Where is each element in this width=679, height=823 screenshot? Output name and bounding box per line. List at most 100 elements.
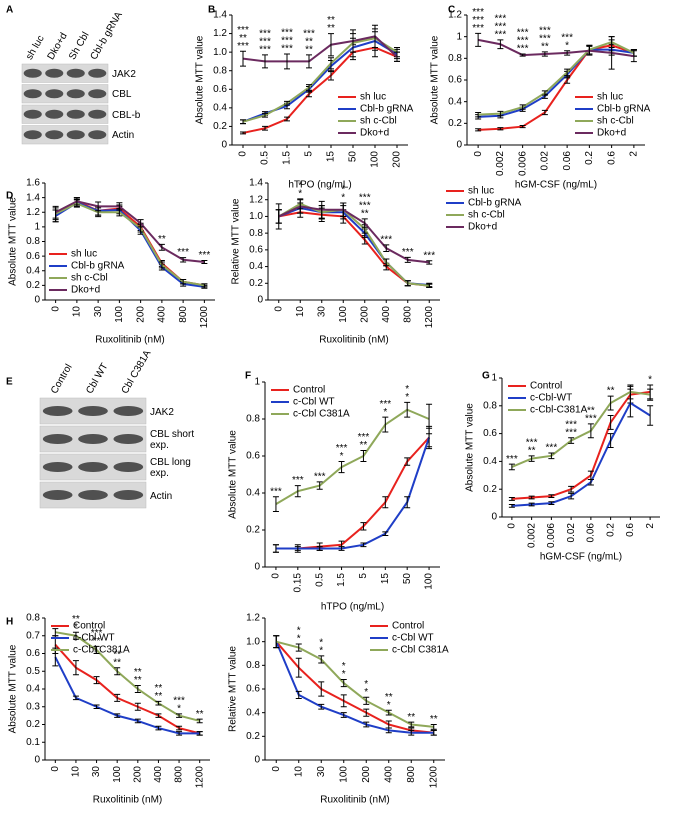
x-tick-label: 5 <box>304 151 315 157</box>
y-tick-label: 0 <box>221 140 227 151</box>
x-tick-label: 800 <box>406 766 417 783</box>
y-tick-label: 0.6 <box>213 84 227 95</box>
error-bar <box>318 681 325 697</box>
significance-label: *** <box>358 432 370 443</box>
x-tick-label: 0.002 <box>526 523 537 548</box>
legend-label: Cbl-b gRNA <box>597 104 651 115</box>
y-tick-label: 0.8 <box>213 65 227 76</box>
x-axis-title: hTPO (ng/mL) <box>288 180 351 191</box>
error-bar <box>475 112 482 118</box>
blot-band <box>113 462 144 472</box>
lane-label: Sh Cbl <box>67 30 92 61</box>
significance-label: ** <box>93 636 101 647</box>
x-tick-label: 0 <box>271 766 282 772</box>
significance-label: *** <box>565 419 577 430</box>
y-tick-label: 1 <box>456 31 462 42</box>
error-bar <box>630 50 637 63</box>
error-bar <box>93 645 100 654</box>
panel-label: E <box>6 377 13 388</box>
error-bar <box>587 478 594 486</box>
y-axis-title: Absolute MTT value <box>195 35 206 124</box>
error-bar <box>294 485 301 498</box>
panel-label: H <box>6 617 13 628</box>
legend-label: c-Cbl-WT <box>530 393 572 404</box>
y-axis-title: Relative MTT value <box>228 646 239 732</box>
y-tick-label: 0.6 <box>246 451 260 462</box>
error-bar <box>519 53 526 57</box>
error-bar <box>408 721 415 728</box>
error-bar <box>284 116 290 122</box>
significance-label: *** <box>517 44 529 55</box>
significance-label: * <box>74 622 78 633</box>
x-tick-label: 30 <box>93 306 104 318</box>
blot-band <box>23 89 42 99</box>
error-bar <box>607 433 614 448</box>
error-bar <box>383 244 390 253</box>
blot-band <box>42 462 73 472</box>
x-tick-label: 0 <box>50 306 61 312</box>
error-bar <box>176 725 183 731</box>
series-line <box>477 38 635 58</box>
error-bar <box>316 546 323 551</box>
legend-label: c-Cbl WT <box>73 633 115 644</box>
error-bar <box>137 219 144 228</box>
y-axis-title: Absolute MTT value <box>430 35 441 124</box>
series-line <box>55 200 205 263</box>
panel-label: A <box>6 5 13 16</box>
significance-label: * <box>648 375 652 386</box>
significance-label: *** <box>526 437 538 448</box>
y-axis-title: Absolute MTT value <box>8 197 19 286</box>
error-bar <box>541 51 548 57</box>
significance-label: *** <box>517 36 529 47</box>
error-bar <box>607 395 614 411</box>
error-bar <box>363 696 370 705</box>
error-bar <box>155 713 162 718</box>
y-tick-label: 1.2 <box>249 194 263 205</box>
significance-label: *** <box>561 32 573 43</box>
error-bar <box>158 243 165 251</box>
significance-label: * <box>565 40 569 51</box>
legend-label: Cbl-b gRNA <box>71 261 125 272</box>
y-tick-label: 0.4 <box>448 96 462 107</box>
y-tick-label: 0.8 <box>448 53 462 64</box>
blot-strip <box>21 63 109 83</box>
x-tick-label: 10 <box>72 306 83 318</box>
significance-label: *** <box>259 29 271 40</box>
blot-band <box>113 406 144 416</box>
x-tick-label: 0.06 <box>586 523 597 543</box>
significance-label: * <box>341 193 345 204</box>
y-tick-label: 0.8 <box>483 400 497 411</box>
error-bar <box>73 197 80 206</box>
significance-label: *** <box>472 23 484 34</box>
error-bar <box>568 492 575 500</box>
legend-label: c-Cbl WT <box>392 633 434 644</box>
significance-label: ** <box>587 406 595 417</box>
blot-strip <box>21 104 109 124</box>
y-tick-label: 0.6 <box>246 684 260 695</box>
y-tick-label: 1 <box>491 373 497 384</box>
blot-band <box>66 130 85 140</box>
blot-band <box>88 109 107 119</box>
error-bar <box>430 724 437 730</box>
y-tick-label: 0.7 <box>26 630 40 641</box>
x-tick-label: 5 <box>358 573 369 579</box>
y-tick-label: 0.4 <box>26 265 40 276</box>
significance-label: *** <box>539 25 551 36</box>
error-bar <box>273 635 280 649</box>
y-tick-label: 0.2 <box>483 484 497 495</box>
x-tick-label: 0 <box>50 766 61 772</box>
x-tick-label: 30 <box>91 766 102 778</box>
error-bar <box>627 384 634 400</box>
error-bar <box>548 494 555 499</box>
y-tick-label: 0.4 <box>213 102 227 113</box>
significance-label: *** <box>281 36 293 47</box>
significance-label: *** <box>472 7 484 18</box>
error-bar <box>548 452 555 460</box>
error-bar <box>340 679 347 688</box>
y-tick-label: 0.8 <box>249 228 263 239</box>
series-line <box>275 641 434 734</box>
x-tick-label: 2 <box>645 523 656 529</box>
y-tick-label: 1.2 <box>26 207 40 218</box>
significance-label: *** <box>259 37 271 48</box>
significance-label: *** <box>517 28 529 39</box>
